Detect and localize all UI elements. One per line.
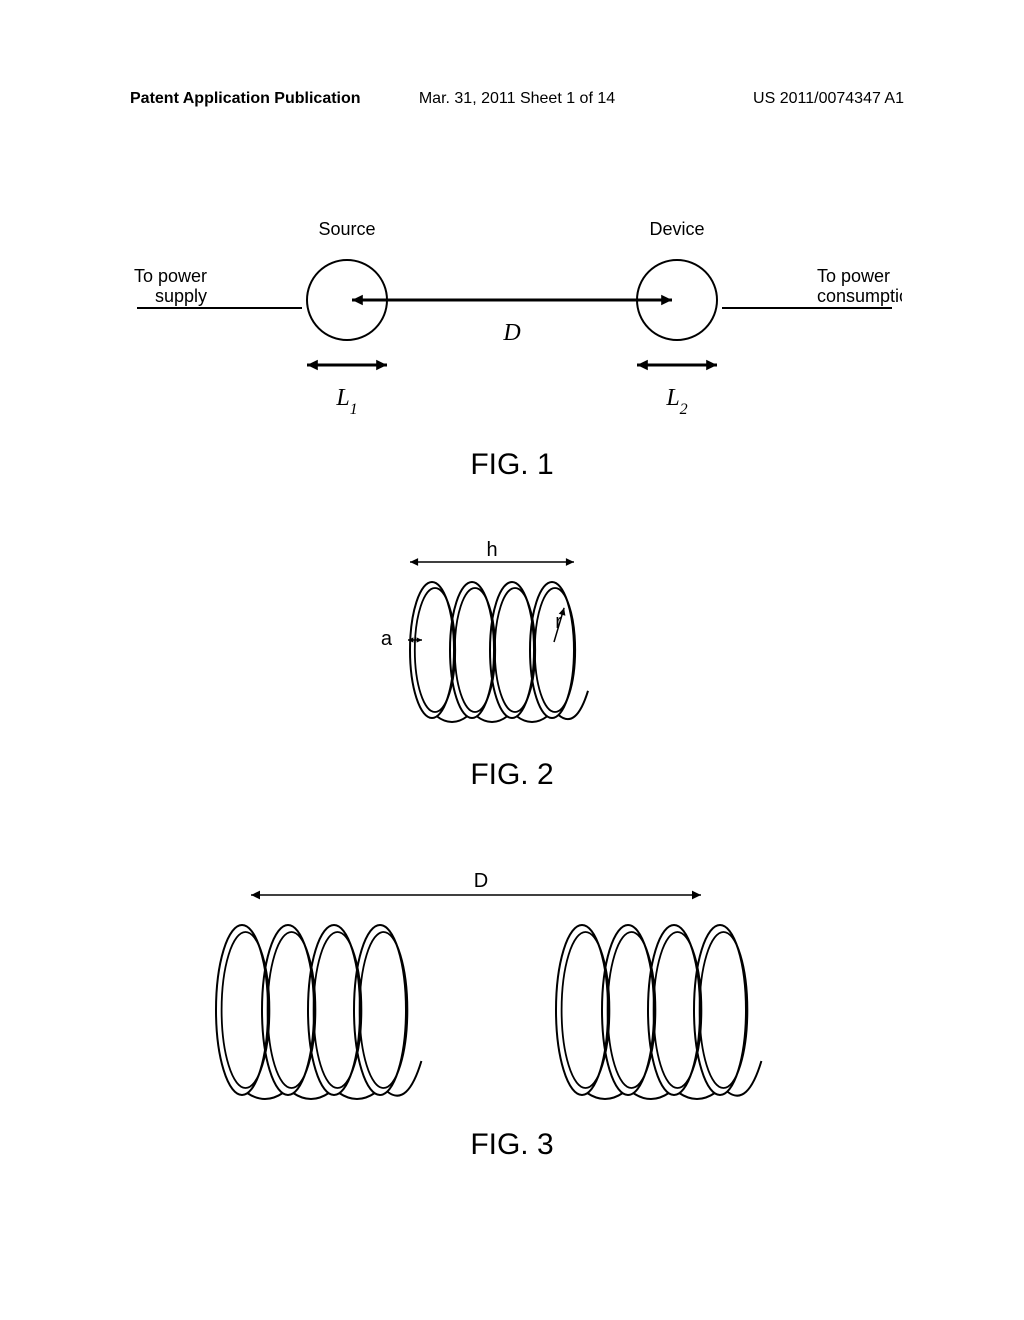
svg-text:Device: Device	[649, 219, 704, 239]
svg-text:h: h	[486, 539, 497, 561]
header-patent-number: US 2011/0074347 A1	[646, 90, 1024, 108]
svg-text:a: a	[381, 628, 393, 650]
figure-1-caption: FIG. 1	[122, 448, 902, 482]
svg-text:To power: To power	[817, 266, 890, 286]
figure-3-caption: FIG. 3	[162, 1128, 862, 1162]
figure-3: D FIG. 3	[162, 850, 862, 1162]
svg-text:D: D	[474, 870, 488, 892]
svg-text:To power: To power	[134, 266, 207, 286]
figure-2: h a r FIG. 2	[312, 520, 712, 792]
svg-text:L1: L1	[335, 385, 357, 418]
svg-text:r: r	[555, 611, 562, 633]
figure-2-svg: h a r	[312, 520, 712, 750]
figure-1: SourceDeviceTo powersupplyTo powerconsum…	[122, 210, 902, 482]
header-publication: Patent Application Publication	[0, 90, 388, 108]
page-header: Patent Application Publication Mar. 31, …	[0, 90, 1024, 108]
svg-text:D: D	[502, 320, 520, 346]
figure-3-svg: D	[162, 850, 862, 1120]
svg-text:L2: L2	[665, 385, 687, 418]
figure-1-svg: SourceDeviceTo powersupplyTo powerconsum…	[122, 210, 902, 440]
figure-2-caption: FIG. 2	[312, 758, 712, 792]
header-date-sheet: Mar. 31, 2011 Sheet 1 of 14	[388, 90, 646, 108]
svg-text:consumption: consumption	[817, 286, 902, 306]
svg-text:supply: supply	[155, 286, 207, 306]
svg-text:Source: Source	[318, 219, 375, 239]
